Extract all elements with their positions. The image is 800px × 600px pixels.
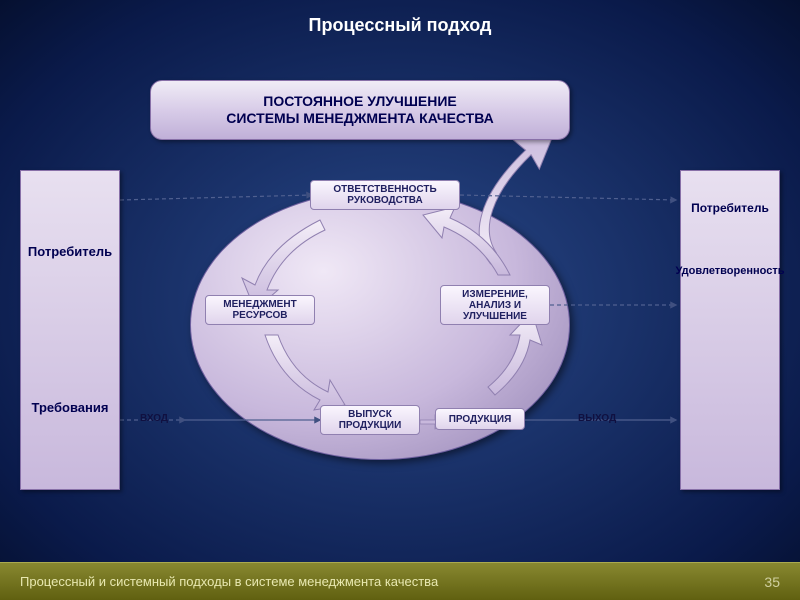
right-column: Потребитель Удовлетворенность	[680, 170, 780, 490]
right-bottom-label: Удовлетворенность	[676, 265, 785, 278]
node-measurement-text: ИЗМЕРЕНИЕ, АНАЛИЗ И УЛУЧШЕНИЕ	[462, 289, 528, 322]
diagram-area: ПОСТОЯННОЕ УЛУЧШЕНИЕ СИСТЕМЫ МЕНЕДЖМЕНТА…	[20, 50, 780, 540]
footer-text: Процессный и системный подходы в системе…	[20, 574, 438, 589]
dash-right-top	[460, 195, 676, 200]
right-top-label: Потребитель	[691, 201, 769, 215]
page-number: 35	[764, 574, 780, 590]
node-product: ПРОДУКЦИЯ	[435, 408, 525, 430]
label-input: ВХОД	[140, 413, 168, 424]
left-column: Потребитель Требования	[20, 170, 120, 490]
banner-box: ПОСТОЯННОЕ УЛУЧШЕНИЕ СИСТЕМЫ МЕНЕДЖМЕНТА…	[150, 80, 570, 140]
node-responsibility: ОТВЕТСТВЕННОСТЬ РУКОВОДСТВА	[310, 180, 460, 210]
node-resources: МЕНЕДЖМЕНТ РЕСУРСОВ	[205, 295, 315, 325]
dash-left-top	[120, 195, 312, 200]
banner-text: ПОСТОЯННОЕ УЛУЧШЕНИЕ СИСТЕМЫ МЕНЕДЖМЕНТА…	[226, 93, 494, 127]
node-production-text: ВЫПУСК ПРОДУКЦИИ	[339, 409, 402, 431]
node-resources-text: МЕНЕДЖМЕНТ РЕСУРСОВ	[223, 299, 296, 321]
node-product-text: ПРОДУКЦИЯ	[449, 414, 512, 425]
left-top-label: Потребитель	[28, 240, 112, 264]
slide-title: Процессный подход	[0, 15, 800, 36]
node-production: ВЫПУСК ПРОДУКЦИИ	[320, 405, 420, 435]
node-responsibility-text: ОТВЕТСТВЕННОСТЬ РУКОВОДСТВА	[333, 184, 436, 206]
label-output: ВЫХОД	[578, 413, 616, 424]
footer-bar: Процессный и системный подходы в системе…	[0, 562, 800, 600]
left-bottom-label: Требования	[32, 396, 109, 420]
node-measurement: ИЗМЕРЕНИЕ, АНАЛИЗ И УЛУЧШЕНИЕ	[440, 285, 550, 325]
